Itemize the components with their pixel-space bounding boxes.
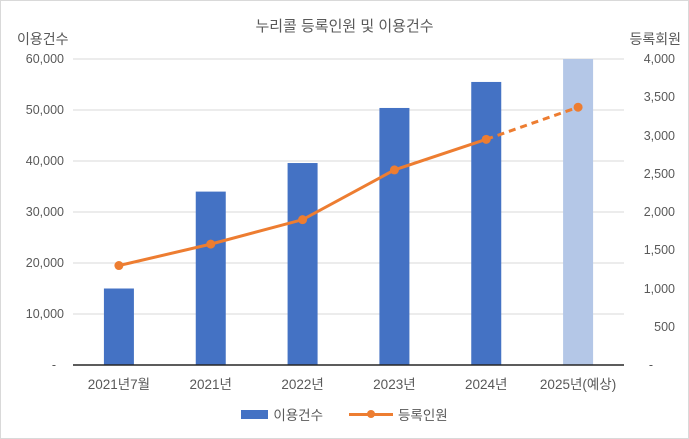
left-axis-title: 이용건수 xyxy=(17,31,69,47)
bar-2023년 xyxy=(379,107,410,366)
bar-2021년7월 xyxy=(103,288,134,365)
x-axis-label-2024년: 2024년 xyxy=(465,377,508,392)
chart-title: 누리콜 등록인원 및 이용건수 xyxy=(255,18,434,35)
legend-item-usage: 이용건수 xyxy=(241,404,323,424)
x-axis-label-2021년: 2021년 xyxy=(189,377,232,392)
bar-2022년 xyxy=(287,163,318,365)
right-axis-tick: 1,500 xyxy=(643,243,675,258)
right-axis-tick: - xyxy=(648,358,653,372)
bar-2021년 xyxy=(195,191,226,365)
marker-2025년(예상) xyxy=(573,102,583,112)
right-axis-tick: 3,000 xyxy=(643,128,675,143)
marker-2024년 xyxy=(481,134,491,144)
left-axis-tick: - xyxy=(51,358,56,372)
line-swatch-icon xyxy=(349,410,393,418)
marker-2022년 xyxy=(298,215,308,225)
legend-label-usage: 이용건수 xyxy=(273,408,323,423)
left-axis-tick: 30,000 xyxy=(25,205,64,219)
right-axis-ticks: 4,000 3,500 3,000 2,500 2,000 1,500 1,000 500 - xyxy=(629,1,675,438)
x-axis-label-2025년(예상): 2025년(예상) xyxy=(539,377,617,392)
legend: 이용건수 등록인원 xyxy=(1,404,688,424)
right-axis-tick: 2,000 xyxy=(643,205,675,219)
x-axis-label-2021년7월: 2021년7월 xyxy=(87,377,151,392)
legend-item-members: 등록인원 xyxy=(349,404,448,424)
right-axis-tick: 500 xyxy=(654,319,675,334)
right-axis-title: 등록회원 xyxy=(629,31,681,47)
left-axis-tick: 10,000 xyxy=(25,307,64,321)
bar-2024년 xyxy=(471,81,502,365)
marker-2021년 xyxy=(206,239,216,249)
left-axis-tick: 40,000 xyxy=(25,154,64,168)
right-axis-tick: 2,500 xyxy=(643,166,675,181)
bar-swatch-icon xyxy=(241,409,269,419)
line-dashed-forecast xyxy=(485,105,579,141)
marker-2021년7월 xyxy=(114,261,124,271)
right-axis-tick: 4,000 xyxy=(643,52,675,66)
legend-label-members: 등록인원 xyxy=(398,408,448,423)
left-axis-tick: 60,000 xyxy=(25,52,64,66)
left-axis-ticks: 60,000 50,000 40,000 30,000 20,000 10,000 - xyxy=(1,1,64,438)
left-axis-tick: 20,000 xyxy=(25,256,64,270)
line-marker-icon xyxy=(367,410,375,418)
left-axis-tick: 50,000 xyxy=(25,103,64,117)
x-axis-label-2022년: 2022년 xyxy=(281,377,324,392)
right-axis-tick: 3,500 xyxy=(643,90,675,105)
right-axis-tick: 1,000 xyxy=(643,281,675,296)
x-axis-label-2023년: 2023년 xyxy=(373,377,416,392)
marker-2023년 xyxy=(389,165,399,175)
